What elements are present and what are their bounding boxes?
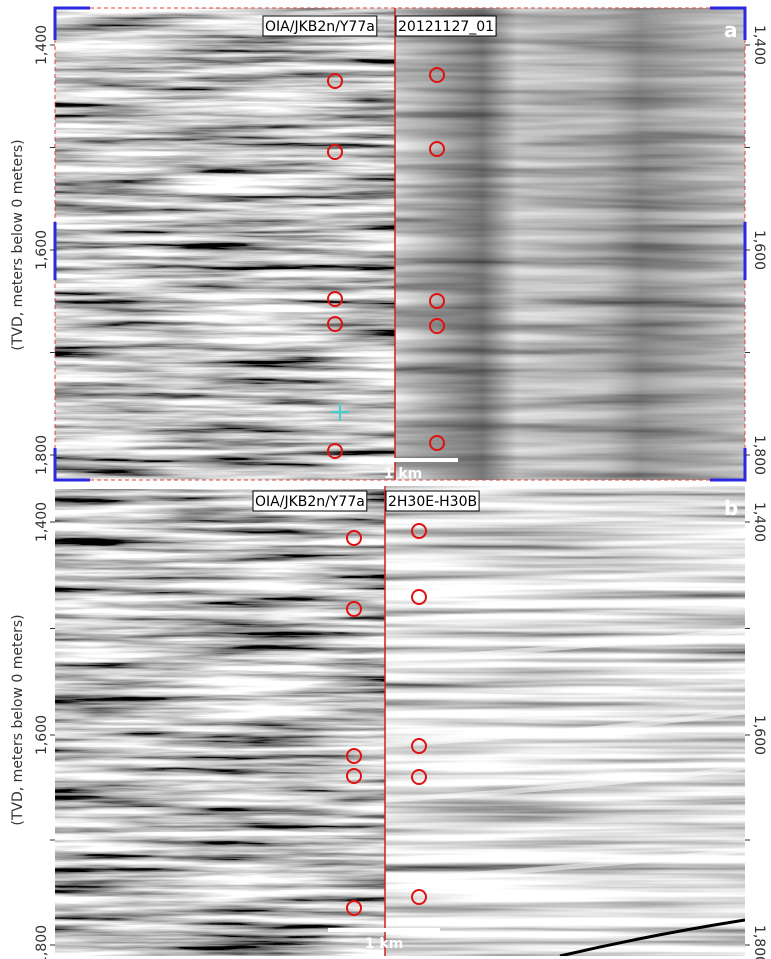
pick-marker xyxy=(411,589,427,605)
right-tick-label: 1,400 xyxy=(751,25,767,65)
pick-marker xyxy=(411,769,427,785)
well-label: 2H30E-H30B xyxy=(388,494,477,510)
well-label-box xyxy=(395,15,497,37)
pick-marker xyxy=(327,144,343,160)
left-tick-label: 1,600 xyxy=(34,715,50,755)
pick-marker xyxy=(327,443,343,459)
scale-bar-label: 1 km xyxy=(365,936,404,952)
pick-marker xyxy=(346,768,362,784)
pick-marker xyxy=(429,318,445,334)
y-axis-title: (TVD, meters below 0 meters) xyxy=(10,614,26,825)
pick-marker xyxy=(346,530,362,546)
left-tick-label: 1,400 xyxy=(34,502,50,542)
pick-marker xyxy=(346,601,362,617)
frame-brackets xyxy=(53,6,747,482)
pick-marker xyxy=(346,900,362,916)
right-tick-label: 1,400 xyxy=(751,502,767,542)
panel-letter: a xyxy=(724,18,738,42)
well-label: OIA/JKB2n/Y77a xyxy=(265,19,375,35)
pick-marker xyxy=(429,293,445,309)
y-axis-title: (TVD, meters below 0 meters) xyxy=(10,139,26,350)
pick-marker xyxy=(429,435,445,451)
pick-marker xyxy=(411,523,427,539)
pick-marker xyxy=(429,141,445,157)
pick-marker xyxy=(327,316,343,332)
pick-marker xyxy=(411,889,427,905)
panel-b-image xyxy=(55,486,745,956)
well-label-box xyxy=(262,15,378,37)
pick-marker xyxy=(346,748,362,764)
scale-bar-label: 1 km xyxy=(384,466,423,482)
pick-marker xyxy=(327,73,343,89)
well-label: 20121127_01 xyxy=(398,19,494,35)
left-tick-label: 1,800 xyxy=(34,925,50,959)
well-label-box xyxy=(385,490,480,512)
pick-marker xyxy=(429,67,445,83)
well-label: OIA/JKB2n/Y77a xyxy=(255,494,365,510)
right-tick-label: 1,600 xyxy=(751,715,767,755)
panel-a-image xyxy=(55,8,745,480)
right-tick-label: 1,600 xyxy=(751,230,767,270)
cursor xyxy=(331,403,349,421)
pick-marker xyxy=(327,291,343,307)
right-tick-label: 1,800 xyxy=(751,925,767,959)
left-tick-label: 1,600 xyxy=(34,230,50,270)
well-label-box xyxy=(252,490,368,512)
pick-marker xyxy=(411,738,427,754)
left-tick-label: 1,800 xyxy=(34,435,50,475)
left-tick-label: 1,400 xyxy=(34,25,50,65)
panel-letter: b xyxy=(724,496,738,520)
right-tick-label: 1,800 xyxy=(751,435,767,475)
